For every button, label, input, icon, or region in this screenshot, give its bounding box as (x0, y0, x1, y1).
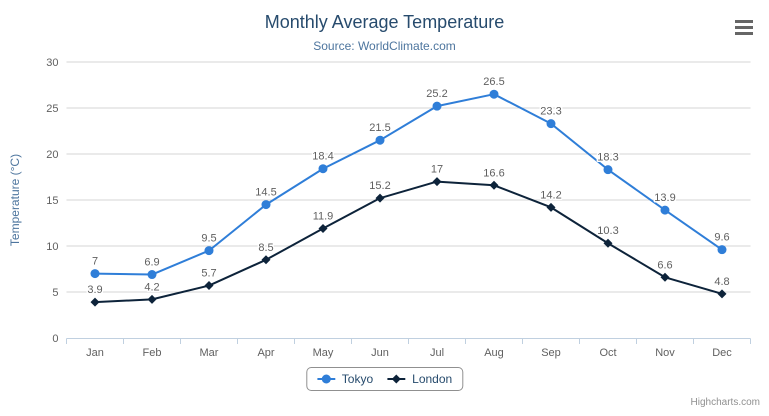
data-point-london[interactable] (717, 289, 727, 299)
x-axis-label: Jan (86, 347, 104, 359)
data-label: 21.5 (369, 122, 390, 134)
data-point-london[interactable] (261, 255, 271, 265)
data-point-tokyo[interactable] (603, 165, 613, 175)
y-axis-label: 0 (52, 333, 58, 345)
data-point-tokyo[interactable] (489, 89, 499, 99)
data-label: 17 (431, 164, 443, 176)
data-point-tokyo[interactable] (546, 119, 556, 129)
x-axis-label: Sep (541, 347, 561, 359)
y-axis-label: 25 (46, 103, 58, 115)
data-label: 16.6 (483, 167, 504, 179)
y-axis-label: 20 (46, 149, 58, 161)
legend-label-tokyo: Tokyo (341, 372, 374, 386)
legend-symbol-marker (321, 374, 331, 384)
data-point-london[interactable] (489, 180, 499, 190)
data-label: 3.9 (87, 284, 102, 296)
legend-symbol-marker (391, 374, 401, 384)
data-point-tokyo[interactable] (147, 270, 157, 280)
data-point-tokyo[interactable] (204, 246, 214, 256)
data-label: 15.2 (369, 180, 390, 192)
data-label: 6.6 (657, 259, 672, 271)
data-point-tokyo[interactable] (660, 205, 670, 215)
y-axis-label: 5 (52, 287, 58, 299)
data-label: 25.2 (426, 88, 447, 100)
data-label: 10.3 (597, 225, 618, 237)
legend-label-london: London (412, 372, 453, 386)
data-label: 7 (92, 256, 98, 268)
y-axis-label: 10 (46, 241, 58, 253)
x-axis-label: Oct (599, 347, 616, 359)
tokyo-series-marker-icon (316, 374, 335, 384)
data-label: 8.5 (258, 242, 273, 254)
export-menu-button[interactable] (733, 15, 755, 40)
data-label: 23.3 (540, 106, 561, 118)
data-label: 18.4 (312, 151, 333, 163)
data-point-london[interactable] (603, 238, 613, 248)
data-point-tokyo[interactable] (318, 164, 328, 174)
hamburger-menu-icon (735, 32, 753, 35)
data-point-tokyo[interactable] (261, 200, 271, 210)
data-label: 26.5 (483, 76, 504, 88)
y-axis-label: 15 (46, 195, 58, 207)
hamburger-menu-icon (735, 20, 753, 23)
data-label: 18.3 (597, 152, 618, 164)
data-label: 4.2 (144, 281, 159, 293)
data-point-london[interactable] (546, 202, 556, 212)
data-point-london[interactable] (90, 297, 100, 307)
credits-link[interactable]: Highcharts.com (690, 397, 760, 408)
series-line-london[interactable] (94, 180, 723, 304)
series-line-tokyo[interactable] (94, 93, 723, 276)
data-point-london[interactable] (375, 193, 385, 203)
legend-item-london[interactable]: London (387, 372, 452, 386)
data-label: 9.5 (201, 233, 216, 245)
x-axis-label: Jun (371, 347, 389, 359)
data-point-london[interactable] (660, 272, 670, 282)
data-point-london[interactable] (432, 177, 442, 187)
data-label: 14.5 (255, 187, 276, 199)
y-axis-label: 30 (46, 57, 58, 69)
x-axis-label: Jul (430, 347, 444, 359)
hamburger-menu-icon (735, 26, 753, 29)
x-axis-label: Dec (712, 347, 732, 359)
data-point-tokyo[interactable] (432, 101, 442, 111)
x-axis-label: Aug (484, 347, 504, 359)
data-point-london[interactable] (318, 224, 328, 234)
legend: Tokyo London (305, 367, 464, 391)
x-axis-label: Nov (655, 347, 675, 359)
data-label: 11.9 (313, 211, 334, 223)
x-axis-label: May (313, 347, 334, 359)
data-point-tokyo[interactable] (90, 269, 100, 279)
chart-title: Monthly Average Temperature (264, 12, 505, 32)
data-label: 6.9 (144, 257, 159, 269)
y-axis-title: Temperature (°C) (8, 153, 22, 247)
data-label: 4.8 (714, 276, 729, 288)
data-label: 13.9 (654, 192, 675, 204)
london-series-marker-icon (387, 374, 406, 384)
data-label: 14.2 (540, 189, 561, 201)
data-point-london[interactable] (204, 281, 214, 291)
legend-item-tokyo[interactable]: Tokyo (316, 372, 374, 386)
chart-subtitle: Source: WorldClimate.com (313, 39, 456, 53)
data-point-tokyo[interactable] (375, 135, 385, 145)
data-label: 9.6 (714, 232, 729, 244)
data-point-tokyo[interactable] (717, 245, 727, 255)
data-label: 5.7 (201, 268, 216, 280)
x-axis-label: Apr (257, 347, 274, 359)
x-axis-label: Mar (200, 347, 219, 359)
data-point-london[interactable] (147, 294, 157, 304)
x-axis-label: Feb (143, 347, 162, 359)
